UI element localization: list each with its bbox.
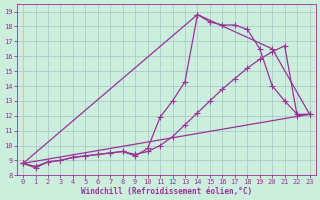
X-axis label: Windchill (Refroidissement éolien,°C): Windchill (Refroidissement éolien,°C) [81, 187, 252, 196]
